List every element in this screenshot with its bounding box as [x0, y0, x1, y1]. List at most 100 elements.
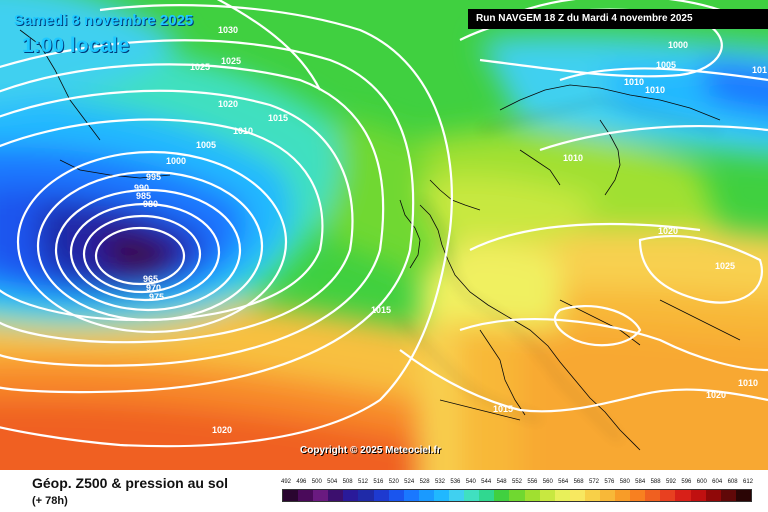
scale-label: 576	[604, 479, 615, 485]
weather-map: 1030 1025 1025 1020 1015 1010 1005 1000 …	[0, 0, 768, 470]
scale-label: 568	[573, 479, 584, 485]
isobar-label: 1025	[221, 56, 241, 66]
scale-swatch	[645, 490, 661, 501]
isobars	[0, 0, 768, 448]
valid-time: 1:00 locale	[22, 34, 130, 57]
scale-swatch	[630, 490, 646, 501]
isobar-label: 985	[136, 191, 151, 201]
scale-label: 504	[327, 479, 338, 485]
isobar-label: 1005	[656, 60, 676, 70]
isobar-label: 1020	[218, 99, 238, 109]
isobar-label: 1020	[658, 226, 678, 236]
scale-swatch	[584, 490, 600, 501]
scale-label: 544	[481, 479, 492, 485]
scale-swatch	[328, 490, 344, 501]
color-scale	[282, 489, 752, 502]
scale-swatch	[615, 490, 631, 501]
scale-label: 520	[388, 479, 399, 485]
isobar-label: 1030	[218, 25, 238, 35]
scale-label: 600	[696, 479, 707, 485]
scale-swatch	[675, 490, 691, 501]
scale-label: 532	[434, 479, 446, 485]
isobar-label: 1010	[233, 126, 253, 136]
scale-swatch	[283, 490, 299, 501]
scale-swatch	[313, 490, 329, 501]
isobar-label: 965	[143, 274, 158, 284]
scale-label: 560	[542, 479, 553, 485]
isobar-label: 1010	[738, 378, 758, 388]
isobar-labels: 1030 1025 1025 1020 1015 1010 1005 1000 …	[134, 25, 767, 435]
scale-swatch	[403, 490, 419, 501]
scale-swatch	[298, 490, 314, 501]
scale-label: 580	[619, 479, 630, 485]
scale-label: 536	[450, 479, 461, 485]
scale-swatch	[554, 490, 570, 501]
scale-swatch	[358, 490, 374, 501]
scale-label: 572	[588, 479, 600, 485]
scale-label: 524	[404, 479, 415, 485]
isobar-label: 1010	[624, 77, 644, 87]
scale-swatch	[690, 490, 706, 501]
legend-footer: Géop. Z500 & pression au sol (+ 78h) 492…	[0, 470, 768, 512]
scale-swatch	[418, 490, 434, 501]
scale-label: 540	[465, 479, 476, 485]
scale-swatch	[524, 490, 540, 501]
isobar-label: 1015	[268, 113, 288, 123]
scale-swatch	[569, 490, 585, 501]
isobar-label: 1000	[166, 156, 186, 166]
scale-swatch	[373, 490, 389, 501]
scale-swatch	[599, 490, 616, 501]
scale-label: 592	[665, 479, 677, 485]
scale-swatch	[494, 490, 510, 501]
isobar-label: 1025	[715, 261, 735, 271]
isobar-label: 1025	[190, 62, 210, 72]
scale-swatch	[388, 490, 404, 501]
scale-label: 612	[742, 479, 754, 485]
isobar-label: 1020	[706, 390, 726, 400]
scale-swatch	[735, 490, 751, 501]
copyright-notice: Copyright © 2025 Meteociel.fr	[300, 445, 441, 456]
isobar-label: 1010	[563, 153, 583, 163]
scale-label: 528	[419, 479, 430, 485]
isobar-label: 1015	[371, 305, 391, 315]
scale-swatch	[464, 490, 480, 501]
scale-swatch	[705, 490, 721, 501]
scale-labels: 492 496 500 504 508 512 516 520 524 528 532 536 540 5…	[280, 479, 754, 488]
scale-label: 552	[511, 479, 523, 485]
product-title: Géop. Z500 & pression au sol	[32, 475, 229, 491]
scale-swatch	[539, 490, 555, 501]
scale-swatch	[660, 490, 676, 501]
isobar-label: 1000	[668, 40, 688, 50]
scale-label: 588	[650, 479, 661, 485]
scale-label: 604	[712, 479, 723, 485]
forecast-hour: (+ 78h)	[32, 495, 68, 507]
geopotential-field	[0, 0, 768, 470]
isobar-label: 1015	[493, 404, 513, 414]
scale-label: 492	[280, 479, 292, 485]
isobar-label: 975	[149, 292, 164, 302]
scale-swatch	[479, 490, 495, 501]
scale-swatch	[509, 490, 525, 501]
scale-label: 556	[527, 479, 538, 485]
scale-swatch	[449, 490, 465, 501]
scale-label: 496	[296, 479, 307, 485]
isobar-label: 995	[146, 172, 161, 182]
scale-swatch	[720, 490, 736, 501]
isobar-label: 980	[143, 199, 158, 209]
isobar-label: 101	[752, 65, 767, 75]
isobar-label: 990	[134, 183, 149, 193]
scale-swatch	[343, 490, 359, 501]
scale-label: 608	[727, 479, 738, 485]
isobar-label: 970	[146, 283, 161, 293]
scale-label: 548	[496, 479, 507, 485]
isobar-label: 1010	[645, 85, 665, 95]
scale-label: 512	[357, 479, 369, 485]
scale-label: 516	[373, 479, 384, 485]
scale-label: 508	[342, 479, 353, 485]
isobar-label: 1005	[196, 140, 216, 150]
scale-label: 564	[558, 479, 569, 485]
valid-date: Samedi 8 novembre 2025	[14, 12, 194, 29]
scale-label: 584	[635, 479, 646, 485]
isobar-label: 1020	[212, 425, 232, 435]
scale-swatch	[433, 490, 450, 501]
